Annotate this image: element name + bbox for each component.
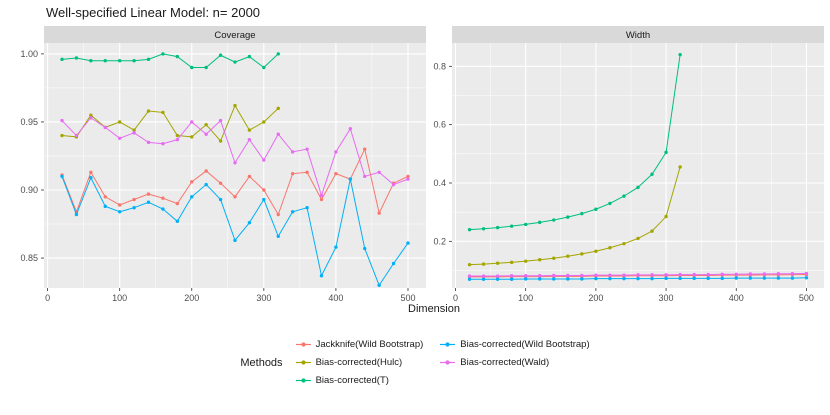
chart-title: Well-specified Linear Model: n= 2000 bbox=[46, 5, 261, 20]
legend-entry: Bias-corrected(T) bbox=[295, 372, 424, 389]
panel-bg bbox=[452, 43, 824, 288]
legend-key-icon bbox=[295, 342, 311, 347]
y-tick-label: 0.90 bbox=[20, 185, 38, 195]
legend-entry: Jackknife(Wild Bootstrap) bbox=[295, 336, 424, 353]
x-tick-label: 200 bbox=[184, 293, 199, 303]
y-tick-label: 0.6 bbox=[433, 120, 446, 130]
facet-width: Width 0 100 200 300 400 500 0.2 0.4 0.6 0.8 bbox=[433, 26, 824, 303]
y-tick-label: 0.85 bbox=[20, 253, 38, 263]
facet-title: Coverage bbox=[214, 30, 255, 41]
x-tick-label: 0 bbox=[45, 293, 50, 303]
legend-entry: Bias-corrected(Wild Bootstrap) bbox=[439, 336, 590, 353]
y-tick-label: 0.2 bbox=[433, 236, 446, 246]
legend-label: Bias-corrected(Wild Bootstrap) bbox=[460, 339, 590, 350]
series-bias-corrected-t- bbox=[467, 52, 682, 232]
y-tick-label: 1.00 bbox=[20, 49, 38, 59]
legend-entries: Jackknife(Wild Bootstrap) Bias-corrected(… bbox=[295, 336, 590, 389]
facet-coverage: Coverage 0 100 200 300 400 500 0.85 0.90 0.95 1.00 bbox=[20, 26, 426, 303]
y-tick-label: 0.4 bbox=[433, 178, 446, 188]
x-axis-title: Dimension bbox=[408, 303, 460, 315]
legend-key-icon bbox=[295, 360, 311, 365]
series-bias-corrected-hulc- bbox=[60, 103, 280, 143]
y-tick-label: 0.95 bbox=[20, 117, 38, 127]
series-bias-corrected-t- bbox=[60, 52, 280, 70]
x-tick-label: 500 bbox=[400, 293, 415, 303]
y-tick-label: 0.8 bbox=[433, 61, 446, 71]
facet-strip bbox=[44, 26, 426, 43]
series-bias-corrected-wild-bootstrap- bbox=[467, 276, 809, 281]
panel-bg bbox=[44, 43, 426, 288]
x-tick-label: 500 bbox=[799, 293, 814, 303]
x-tick-label: 0 bbox=[453, 293, 458, 303]
legend-label: Bias-corrected(Wald) bbox=[460, 357, 550, 368]
legend-key-icon bbox=[440, 360, 456, 365]
x-tick-label: 100 bbox=[518, 293, 533, 303]
legend-key-icon bbox=[295, 378, 311, 383]
legend-label: Bias-corrected(T) bbox=[315, 375, 389, 386]
legend-label: Bias-corrected(Hulc) bbox=[315, 357, 403, 368]
series-bias-corrected-wald- bbox=[60, 116, 410, 198]
x-tick-label: 400 bbox=[328, 293, 343, 303]
x-tick-label: 300 bbox=[256, 293, 271, 303]
facet-strip bbox=[452, 26, 824, 43]
x-tick-label: 300 bbox=[659, 293, 674, 303]
legend-entry: Bias-corrected(Wald) bbox=[439, 354, 589, 371]
legend-key-icon bbox=[440, 342, 456, 347]
x-tick-label: 100 bbox=[112, 293, 127, 303]
x-tick-label: 200 bbox=[588, 293, 603, 303]
facet-title: Width bbox=[626, 30, 650, 41]
legend-title: Methods bbox=[240, 356, 283, 369]
series-bias-corrected-wild-bootstrap- bbox=[60, 174, 410, 287]
series-bias-corrected-wald- bbox=[467, 271, 809, 278]
legend-entry: Bias-corrected(Hulc) bbox=[295, 354, 424, 371]
series-bias-corrected-hulc- bbox=[467, 165, 682, 267]
legend: Methods Jackknife(Wild Bootstrap) Bias-co… bbox=[0, 336, 830, 389]
x-tick-label: 400 bbox=[729, 293, 744, 303]
legend-label: Jackknife(Wild Bootstrap) bbox=[315, 339, 424, 350]
